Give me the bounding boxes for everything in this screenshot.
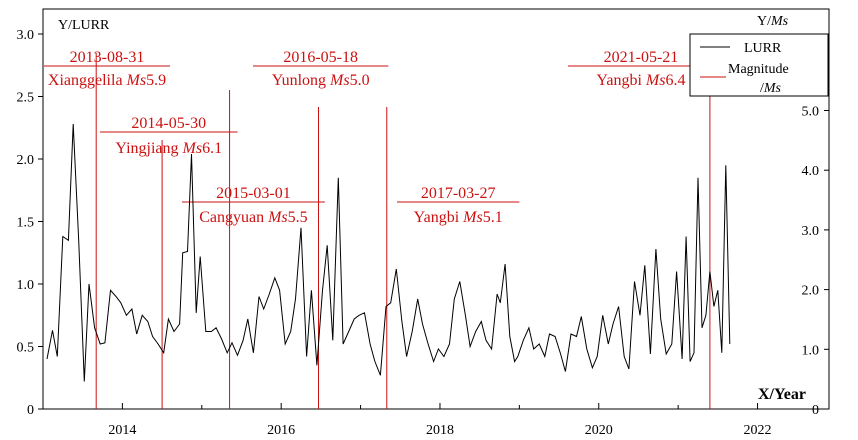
- y-right-tick-label: 5.0: [802, 104, 820, 119]
- y-axis-right: 01.02.03.04.05.06.0: [802, 45, 829, 418]
- annotation-date: 2016-05-18: [283, 49, 358, 66]
- legend: LURR Magnitude /Ms: [689, 33, 829, 97]
- legend-lurr-label: LURR: [744, 41, 782, 56]
- y-left-tick-label: 3.0: [17, 28, 35, 43]
- x-tick-label: 2016: [267, 423, 295, 438]
- y-left-tick-label: 0: [27, 403, 34, 418]
- y-left-tick-label: 2.5: [17, 91, 35, 106]
- annotation-place: Yangbi Ms6.4: [596, 72, 685, 89]
- x-tick-label: 2020: [585, 423, 613, 438]
- x-tick-label: 2014: [108, 423, 136, 438]
- annotation-date: 2014-05-30: [131, 115, 206, 132]
- annotation-place: Yangbi Ms5.1: [414, 209, 503, 226]
- legend-magnitude-unit: /Ms: [760, 81, 782, 96]
- y-right-tick-label: 0: [812, 403, 819, 418]
- legend-magnitude-label: Magnitude: [728, 62, 789, 77]
- lurr-series-line: [46, 123, 731, 382]
- annotation-date: 2013-08-31: [70, 49, 145, 66]
- x-axis-title: X/Year: [758, 386, 806, 403]
- y-left-axis-title: Y/LURR: [58, 18, 110, 33]
- y-left-tick-label: 2.0: [17, 153, 35, 168]
- y-right-axis-title: Y/Ms: [757, 14, 789, 29]
- y-left-tick-label: 1.0: [17, 278, 35, 293]
- y-left-tick-label: 0.5: [17, 341, 35, 356]
- x-tick-label: 2022: [744, 423, 772, 438]
- annotation-place: Yunlong Ms5.0: [272, 72, 370, 89]
- y-right-tick-label: 1.0: [802, 343, 820, 358]
- annotation-place: Yingjiang Ms6.1: [115, 140, 222, 157]
- annotation-date: 2015-03-01: [216, 185, 291, 202]
- earthquake-annotations: 2013-08-31 Xianggelila Ms5.9 2014-05-30 Yin…: [44, 49, 714, 226]
- y-left-tick-label: 1.5: [17, 216, 35, 231]
- annotation-date: 2017-03-27: [421, 185, 496, 202]
- annotation-date: 2021-05-21: [604, 49, 679, 66]
- annotation-place: Xianggelila Ms5.9: [48, 72, 166, 89]
- plot-frame: [42, 8, 830, 410]
- y-axis-left: 0 0.5 1.0 1.5 2.0 2.5 3.0: [17, 28, 43, 418]
- x-tick-label: 2018: [426, 423, 454, 438]
- annotation-place: Cangyuan Ms5.5: [199, 209, 307, 226]
- y-right-tick-label: 4.0: [802, 164, 820, 179]
- y-right-tick-label: 3.0: [802, 224, 820, 239]
- y-right-tick-label: 2.0: [802, 284, 820, 299]
- legend-box: [689, 33, 829, 97]
- x-axis: 2014 2016 2018 2020 2022: [42, 403, 772, 438]
